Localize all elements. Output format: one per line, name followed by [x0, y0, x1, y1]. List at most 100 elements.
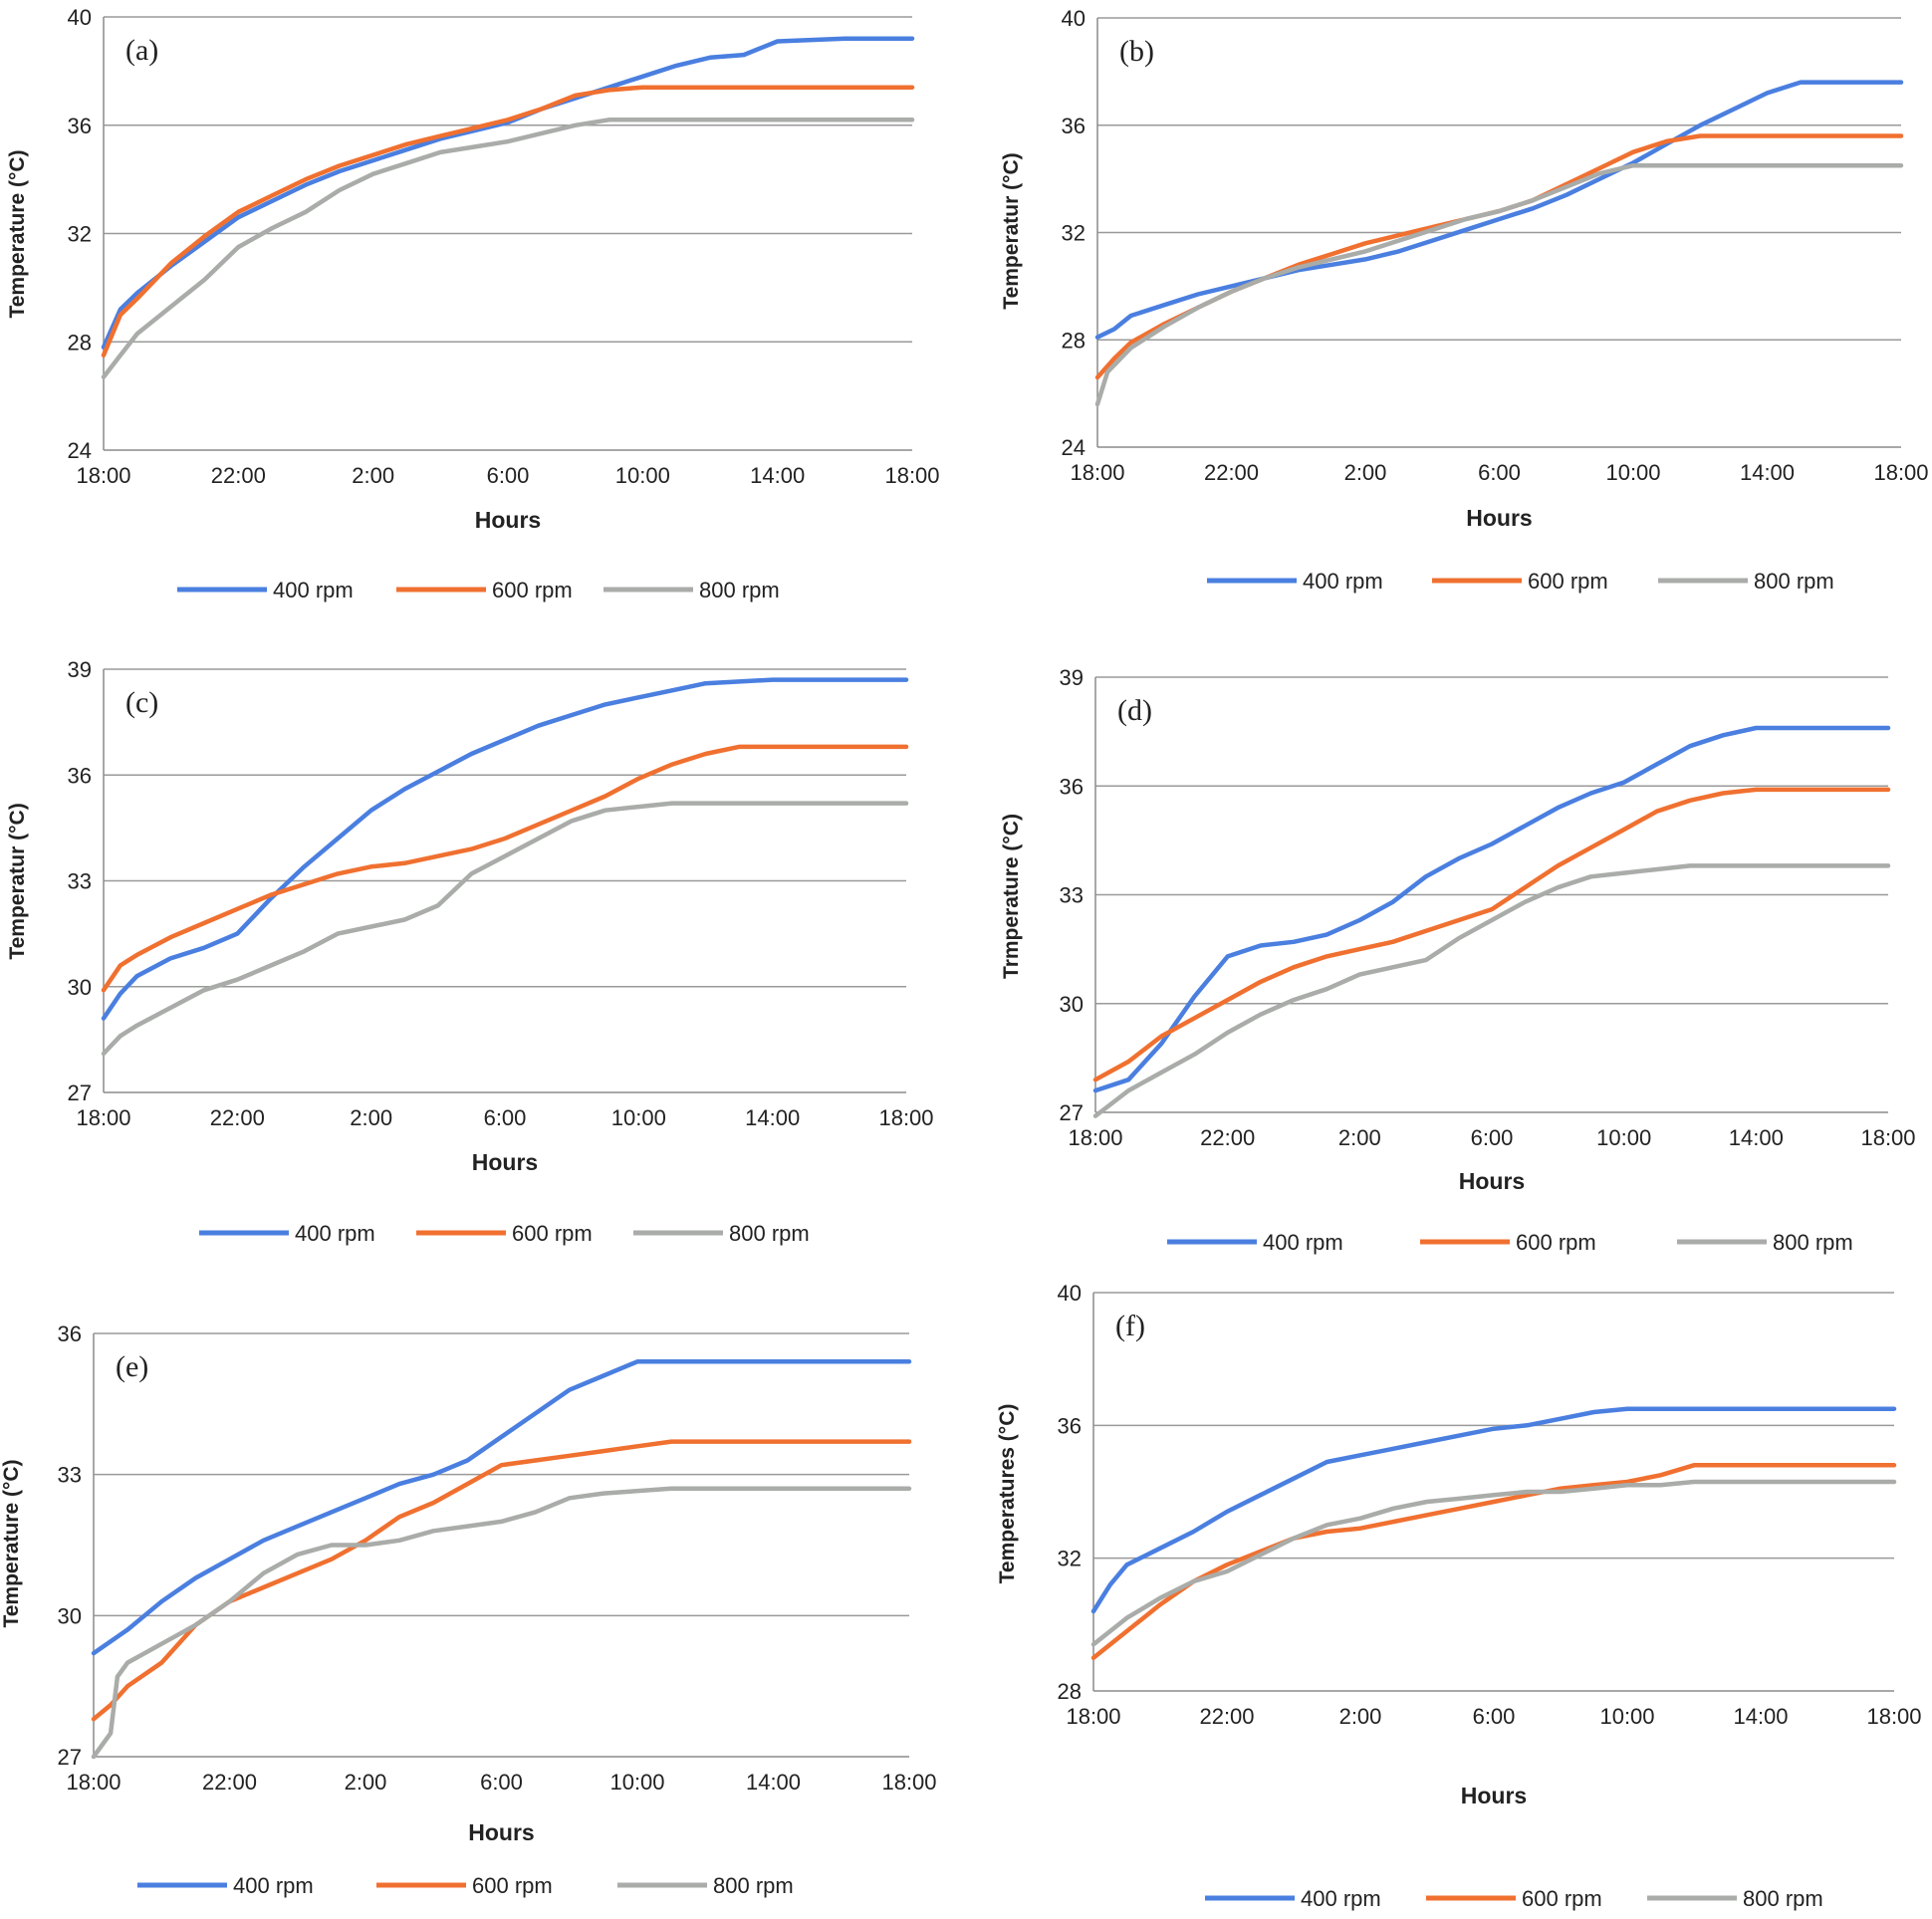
y-tick-label: 39: [1060, 665, 1084, 690]
y-axis-title: Temperature (°C): [6, 149, 29, 318]
y-axis-title: Temperatur (°C): [1000, 152, 1023, 309]
x-tick-label: 14:00: [1733, 1704, 1788, 1729]
y-tick-label: 39: [68, 657, 92, 682]
y-tick-label: 32: [1062, 221, 1086, 246]
panel-label: (e): [116, 1350, 148, 1383]
x-tick-label: 14:00: [746, 1770, 801, 1795]
x-tick-label: 22:00: [1204, 460, 1259, 485]
legend-label: 400 rpm: [1301, 1886, 1381, 1911]
series-line-800-rpm: [101, 801, 909, 1057]
legend-label: 600 rpm: [1528, 569, 1608, 594]
chart-panel-f: 28 32 36 40 18:00 22:00 2:00 6:00 10:00 14:00 18:0…: [996, 1281, 1922, 1911]
x-tick-label: 14:00: [1729, 1125, 1784, 1150]
legend-label: 800 rpm: [1773, 1230, 1853, 1255]
x-tick-label: 6:00: [1471, 1125, 1514, 1150]
chart-panel-b: 24 28 32 36 40 18:00 22:00 2:00 6:00 10:00 14:00 18…: [1000, 6, 1929, 594]
legend-label: 400 rpm: [233, 1873, 314, 1898]
x-tick-label: 6:00: [480, 1770, 523, 1795]
x-tick-label: 6:00: [1478, 460, 1521, 485]
panel-label: (a): [125, 34, 158, 67]
legend-label: 800 rpm: [729, 1221, 810, 1246]
x-tick-label: 2:00: [1339, 1704, 1382, 1729]
y-tick-label: 30: [58, 1603, 82, 1628]
chart-panel-e: 27 30 33 36 18:00 22:00 2:00 6:00 10:00 14:00 18:0…: [0, 1321, 937, 1898]
series-line-800-rpm: [1094, 162, 1904, 407]
x-tick-label: 10:00: [1596, 1125, 1651, 1150]
y-axis-title: Temperature (°C): [0, 1459, 23, 1627]
x-axis-title: Hours: [472, 1149, 538, 1175]
y-tick-label: 36: [68, 763, 92, 788]
x-tick-label: 6:00: [487, 463, 530, 488]
x-tick-label: 18:00: [1873, 460, 1928, 485]
x-tick-label: 14:00: [745, 1105, 800, 1130]
y-tick-label: 36: [1058, 1413, 1082, 1438]
y-axis-title: Temperatures (°C): [996, 1404, 1019, 1584]
legend-label: 800 rpm: [713, 1873, 794, 1898]
legend-label: 400 rpm: [1303, 569, 1383, 594]
y-tick-label: 33: [1060, 883, 1084, 908]
y-tick-label: 32: [1058, 1547, 1082, 1571]
series-line-400-rpm: [1092, 725, 1891, 1093]
legend-label: 600 rpm: [492, 578, 573, 602]
x-tick-label: 2:00: [345, 1770, 387, 1795]
x-tick-label: 18:00: [1866, 1704, 1921, 1729]
legend-label: 400 rpm: [1263, 1230, 1343, 1255]
series-line-400-rpm: [101, 36, 915, 350]
y-tick-label: 28: [1062, 328, 1086, 353]
x-tick-label: 6:00: [1473, 1704, 1516, 1729]
legend-label: 600 rpm: [472, 1873, 553, 1898]
series-line-600-rpm: [101, 85, 915, 359]
y-tick-label: 27: [58, 1745, 82, 1770]
y-tick-label: 36: [68, 114, 92, 138]
legend-label: 400 rpm: [295, 1221, 375, 1246]
chart-panel-a: 24 28 32 36 40 18:00 22:00 2:00 6:00 10:00 14:00 18…: [6, 5, 940, 602]
series-line-800-rpm: [1090, 1479, 1897, 1647]
series-line-400-rpm: [91, 1359, 912, 1656]
series-line-600-rpm: [91, 1439, 912, 1722]
x-tick-label: 6:00: [484, 1105, 527, 1130]
x-tick-label: 18:00: [1860, 1125, 1915, 1150]
x-axis-title: Hours: [1461, 1783, 1527, 1808]
y-tick-label: 28: [1058, 1679, 1082, 1704]
series-line-800-rpm: [101, 118, 915, 379]
series-line-400-rpm: [101, 677, 909, 1021]
x-tick-label: 18:00: [884, 463, 939, 488]
legend-label: 600 rpm: [1522, 1886, 1602, 1911]
y-tick-label: 32: [68, 222, 92, 247]
y-tick-label: 33: [68, 869, 92, 894]
chart-panel-d: 27 30 33 36 39 18:00 22:00 2:00 6:00 10:00 14:00 18…: [1000, 665, 1916, 1255]
panel-label: (b): [1119, 35, 1154, 68]
x-axis-title: Hours: [1459, 1168, 1525, 1194]
y-tick-label: 27: [1060, 1100, 1084, 1125]
y-tick-label: 33: [58, 1463, 82, 1488]
x-tick-label: 22:00: [210, 1105, 265, 1130]
series-line-800-rpm: [91, 1486, 912, 1760]
x-tick-label: 14:00: [1740, 460, 1795, 485]
y-tick-label: 40: [68, 5, 92, 30]
y-tick-label: 28: [68, 330, 92, 355]
series-line-600-rpm: [1092, 787, 1891, 1082]
series-line-600-rpm: [101, 744, 909, 993]
x-tick-label: 18:00: [881, 1770, 936, 1795]
y-tick-label: 24: [68, 438, 92, 463]
x-tick-label: 10:00: [611, 1105, 666, 1130]
x-tick-label: 18:00: [1068, 1125, 1122, 1150]
x-axis-title: Hours: [475, 507, 541, 533]
x-tick-label: 18:00: [878, 1105, 933, 1130]
series-line-800-rpm: [1092, 863, 1891, 1118]
y-tick-label: 40: [1062, 6, 1086, 31]
y-axis-title: Temperatur (°C): [6, 803, 29, 959]
x-tick-label: 10:00: [1599, 1704, 1654, 1729]
legend-label: 600 rpm: [1516, 1230, 1596, 1255]
x-tick-label: 18:00: [76, 463, 130, 488]
x-axis-title: Hours: [468, 1819, 534, 1845]
x-tick-label: 14:00: [750, 463, 805, 488]
series-line-400-rpm: [1090, 1406, 1897, 1614]
x-tick-label: 22:00: [1200, 1125, 1255, 1150]
legend-label: 600 rpm: [512, 1221, 593, 1246]
chart-panel-c: 27 30 33 36 39 18:00 22:00 2:00 6:00 10:00 14:00 18…: [6, 657, 934, 1246]
x-tick-label: 10:00: [1605, 460, 1660, 485]
y-tick-label: 36: [1062, 114, 1086, 138]
panel-label: (d): [1117, 694, 1152, 727]
